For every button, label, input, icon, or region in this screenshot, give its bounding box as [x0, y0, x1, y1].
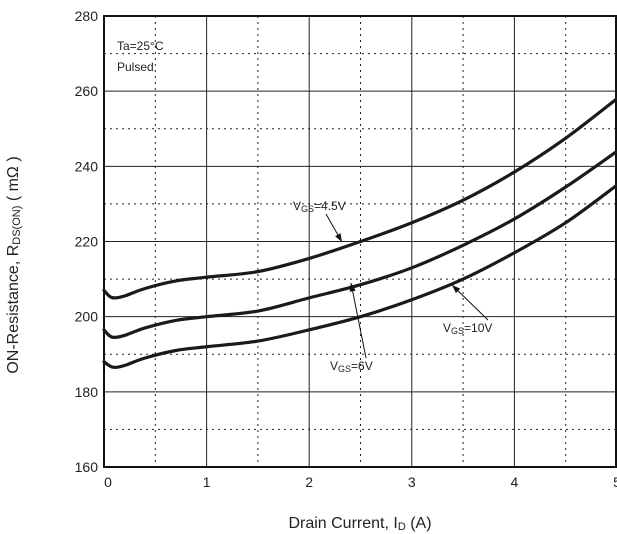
- arrow-vgs-6v: [350, 282, 367, 359]
- arrow-vgs-6v-head: [349, 283, 356, 292]
- x-tick-label: 2: [305, 474, 313, 490]
- plot-frame: [103, 15, 617, 468]
- series-label-vgs-10v: VGS=10V: [443, 321, 492, 336]
- series-lines: [102, 97, 617, 370]
- x-tick-label: 1: [203, 474, 211, 490]
- series-line-0: [102, 97, 617, 300]
- series-line-2: [102, 183, 617, 370]
- arrow-vgs-4.5v-head: [335, 233, 342, 242]
- x-tick-labels: 0 1 2 3 4 5: [104, 474, 617, 490]
- series-label-vgs-6v: VGS=6V: [330, 359, 373, 374]
- y-axis-title: ON-Resistance, RDS(ON) ( mΩ ): [5, 156, 23, 373]
- series-line-1: [102, 149, 617, 339]
- arrow-vgs-10v-head: [452, 285, 461, 294]
- y-tick-label: 220: [75, 234, 99, 250]
- x-tick-label: 4: [511, 474, 519, 490]
- series-label-vgs-4.5v: VGS=4.5V: [293, 199, 346, 214]
- grid: [104, 16, 617, 467]
- x-tick-label: 5: [613, 474, 617, 490]
- y-tick-label: 260: [75, 83, 99, 99]
- y-tick-label: 240: [75, 158, 99, 174]
- y-tick-label: 180: [75, 384, 99, 400]
- y-tick-label: 160: [75, 459, 99, 475]
- y-tick-labels: 160 180 200 220 240 260 280: [75, 8, 99, 475]
- condition-temperature: Ta=25°C: [117, 39, 164, 53]
- x-tick-label: 3: [408, 474, 416, 490]
- y-tick-label: 280: [75, 8, 99, 24]
- y-tick-label: 200: [75, 309, 99, 325]
- label-arrows: [325, 213, 489, 359]
- x-axis-title: Drain Current, ID (A): [288, 515, 431, 533]
- condition-pulsed: Pulsed: [117, 60, 154, 74]
- x-tick-label: 0: [104, 474, 112, 490]
